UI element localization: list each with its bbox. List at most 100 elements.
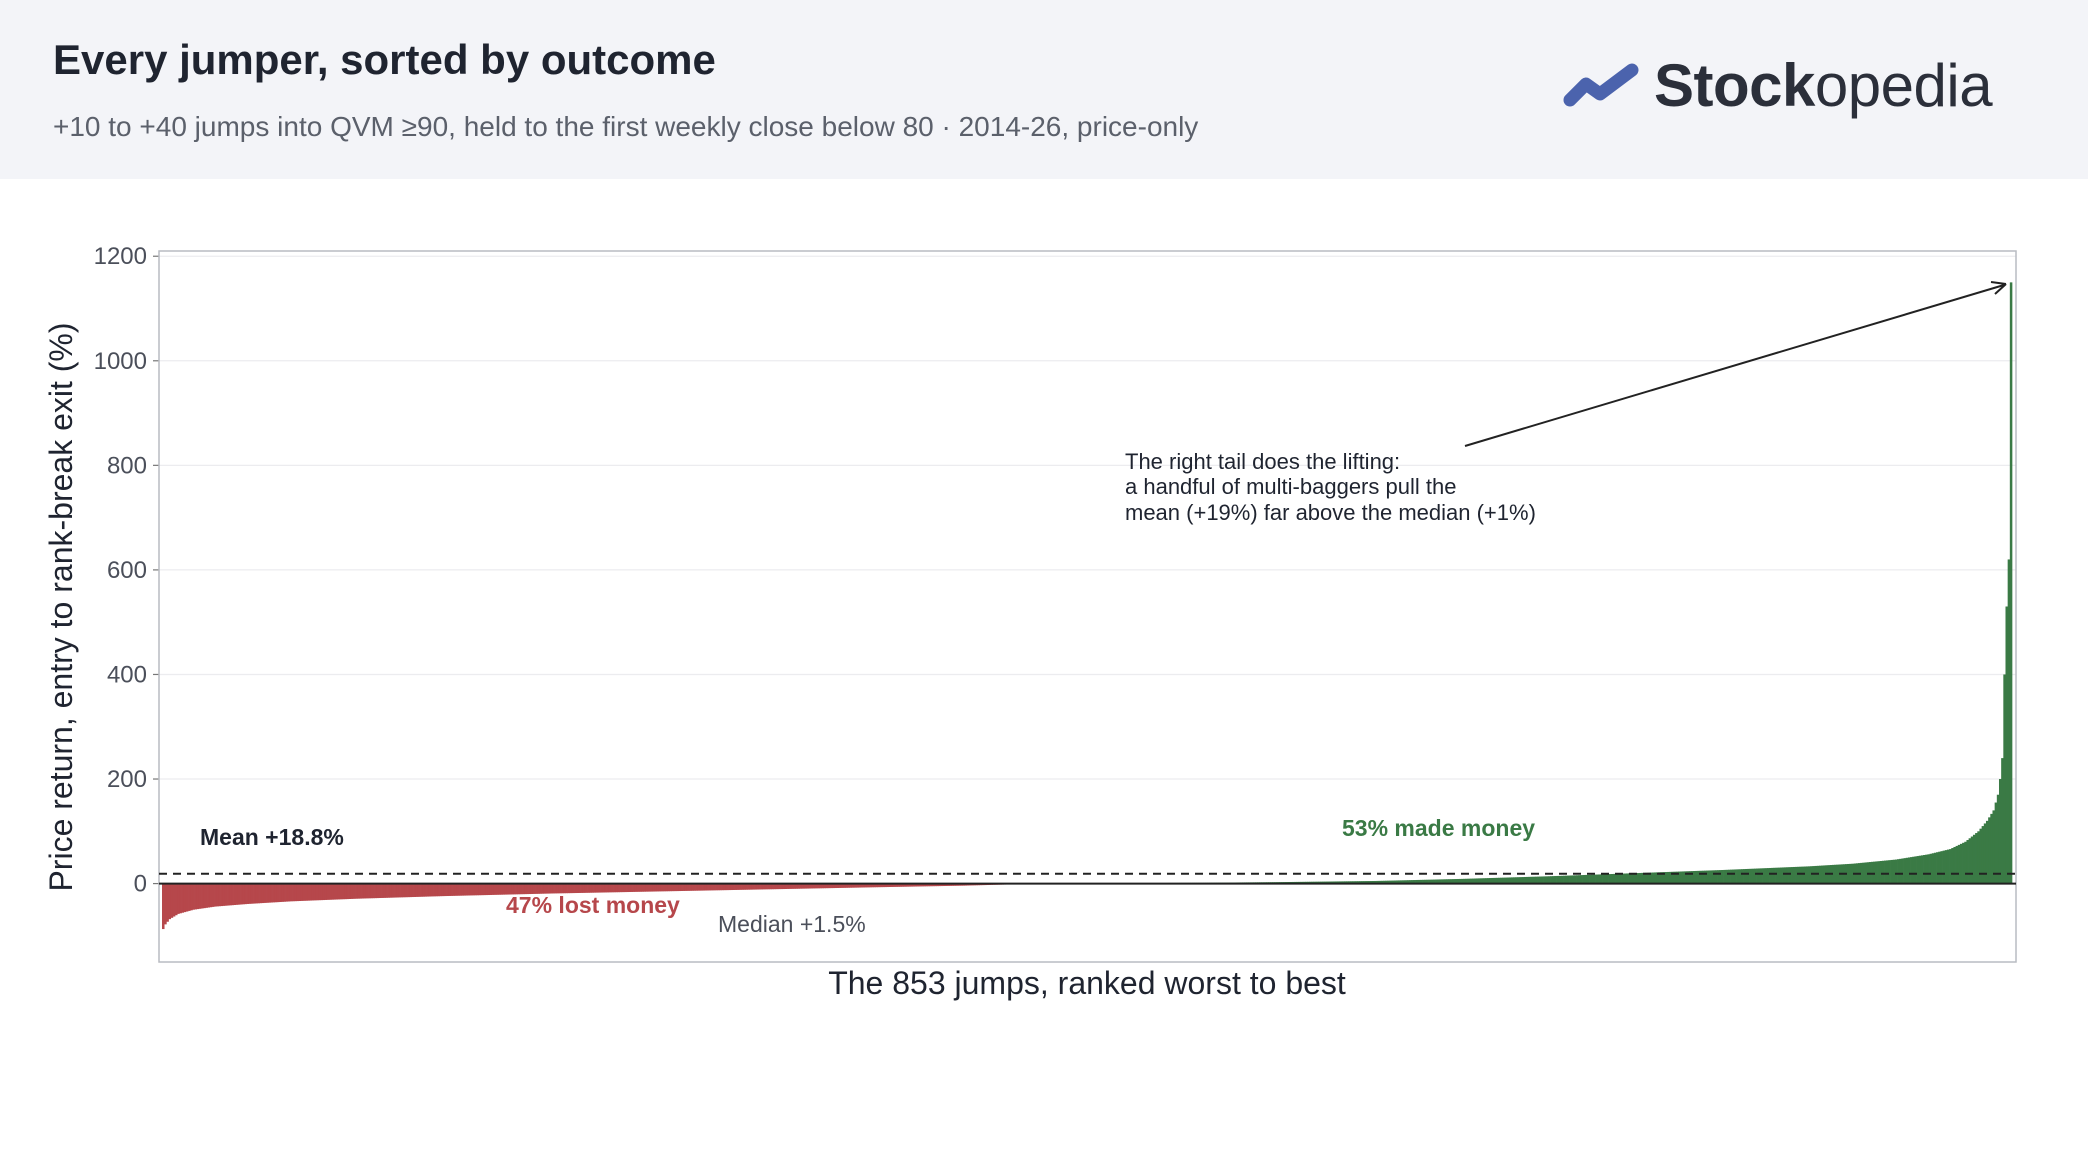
loss-bar <box>736 883 740 890</box>
loss-bar <box>404 883 408 898</box>
gain-bar <box>1511 877 1514 884</box>
loss-bar <box>437 883 440 897</box>
loss-bar <box>361 883 365 899</box>
gain-bar <box>1814 865 1818 884</box>
loss-bar <box>344 883 347 900</box>
gain-bar <box>1918 855 1922 884</box>
loss-bar <box>248 883 252 904</box>
loss-bar <box>613 883 616 893</box>
gain-bar <box>1328 881 1332 884</box>
loss-bar <box>459 883 462 896</box>
gain-bar <box>1489 878 1492 884</box>
loss-bar <box>463 883 466 896</box>
gain-bar <box>1439 879 1442 884</box>
gain-bar <box>1927 854 1930 884</box>
gain-bar <box>1985 820 1989 884</box>
gain-bar <box>1734 869 1737 884</box>
gain-bar <box>1753 868 1757 884</box>
loss-bar <box>803 883 807 889</box>
gain-bar <box>1946 849 1950 884</box>
loss-bar <box>426 883 430 897</box>
gain-bar <box>1836 864 1839 884</box>
gain-bar <box>1493 877 1497 884</box>
loss-bar <box>686 883 690 891</box>
loss-bar <box>628 883 631 893</box>
loss-bar <box>886 883 889 888</box>
logo-text-regular: opedia <box>1814 51 1993 119</box>
loss-bar <box>242 883 245 905</box>
gain-bar <box>1821 865 1824 884</box>
loss-bar <box>597 883 601 893</box>
loss-bar <box>797 883 800 889</box>
gain-bar <box>1923 855 1926 884</box>
gain-bar <box>1979 828 1982 884</box>
gain-bar <box>1406 880 1410 884</box>
gain-bar <box>1738 869 1742 884</box>
loss-bar <box>383 883 386 898</box>
loss-bar <box>706 883 709 891</box>
loss-bar <box>882 883 885 888</box>
gain-bar <box>1465 878 1468 884</box>
gain-bar <box>1521 877 1525 884</box>
gain-bar <box>1565 875 1568 884</box>
gain-bar <box>1966 840 1969 884</box>
gain-bar <box>1404 880 1408 884</box>
loss-bar <box>858 883 861 888</box>
gain-bar <box>1580 875 1583 884</box>
loss-bar <box>645 883 649 892</box>
gain-bar <box>1452 879 1455 884</box>
gain-bar <box>1762 868 1766 884</box>
loss-bar <box>680 883 683 891</box>
gain-bar <box>1903 858 1907 884</box>
loss-bar <box>548 883 551 894</box>
loss-bar <box>636 883 640 892</box>
loss-bar <box>591 883 594 893</box>
loss-bar <box>350 883 354 899</box>
loss-bar <box>491 883 495 895</box>
loss-bar <box>758 883 761 890</box>
gain-bar <box>1651 872 1655 884</box>
loss-bar <box>682 883 686 891</box>
gain-bar <box>1623 873 1627 884</box>
gain-bar <box>1975 833 1978 884</box>
loss-bar <box>203 883 206 909</box>
loss-bar <box>836 883 840 888</box>
gain-bar <box>1402 880 1406 884</box>
y-axis: 0 200 400 600 800 1000 1200 <box>94 243 159 898</box>
gain-bar <box>1428 879 1432 884</box>
gain-bar <box>1951 848 1954 884</box>
gain-bar <box>1491 877 1494 884</box>
loss-bar <box>641 883 644 892</box>
loss-bar <box>719 883 722 891</box>
loss-bar <box>231 883 234 906</box>
gain-bar <box>1595 874 1599 884</box>
gain-bar <box>1727 869 1731 884</box>
loss-bar <box>864 883 868 888</box>
loss-bar <box>630 883 633 892</box>
gain-bar <box>1962 842 1965 884</box>
loss-bar <box>918 883 922 887</box>
gain-bar <box>1571 875 1575 884</box>
gain-bar <box>1411 880 1414 884</box>
loss-bar <box>773 883 777 890</box>
loss-bar <box>730 883 733 891</box>
gain-bar <box>1875 861 1878 884</box>
loss-bar <box>168 883 172 920</box>
loss-bar <box>856 883 859 888</box>
loss-bar <box>175 883 178 916</box>
gain-bar <box>1591 874 1594 884</box>
gain-bar <box>1606 874 1609 884</box>
loss-bar <box>582 883 586 893</box>
gain-bar <box>1669 871 1672 884</box>
gain-bar <box>1675 871 1679 884</box>
loss-bar <box>456 883 460 896</box>
gain-bar <box>1554 876 1557 884</box>
loss-bar <box>923 883 926 887</box>
loss-bar <box>849 883 853 888</box>
gain-bar <box>1500 877 1503 884</box>
loss-bar <box>250 883 254 904</box>
gain-bar <box>1647 872 1651 884</box>
gain-bar <box>1450 879 1453 884</box>
gain-bar <box>1684 871 1688 884</box>
